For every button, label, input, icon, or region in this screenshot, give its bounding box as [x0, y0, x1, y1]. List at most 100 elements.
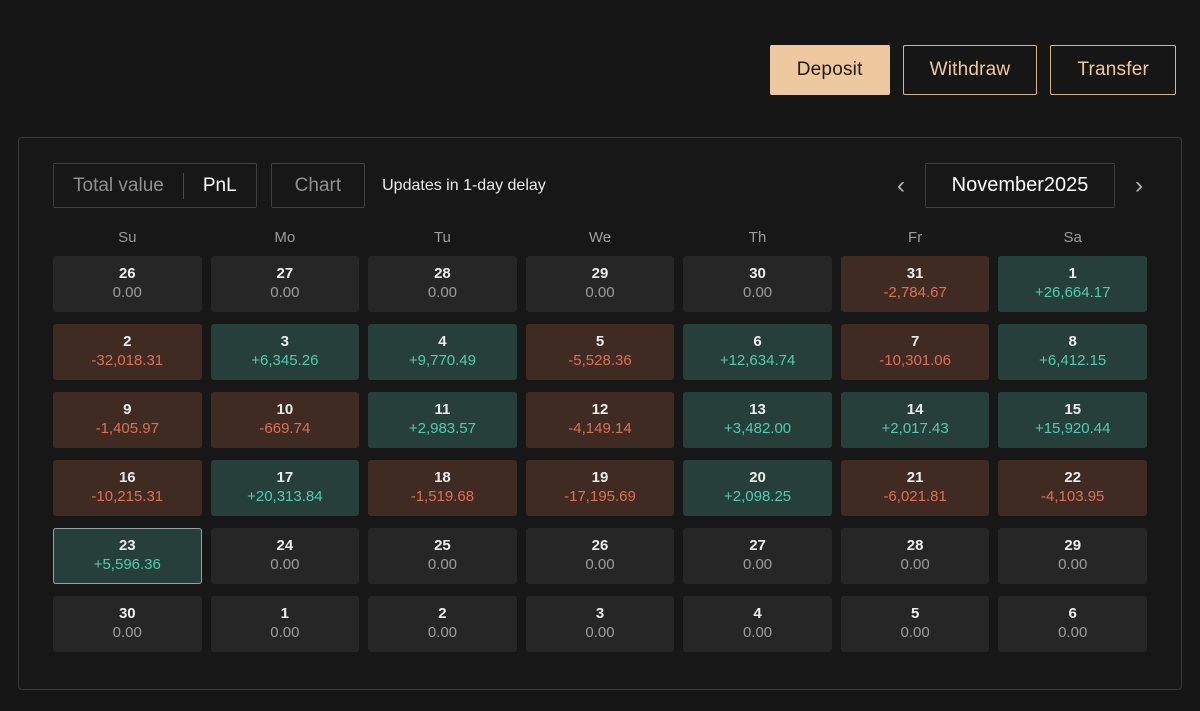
day-pnl-value: +9,770.49 [408, 352, 476, 370]
calendar-day-cell[interactable]: 3 +6,345.26 [210, 324, 360, 380]
panel-header: Total value PnL Chart Updates in 1-day d… [19, 138, 1181, 208]
calendar-day-cell[interactable]: 29 0.00 [525, 256, 675, 312]
calendar-day-cell[interactable]: 13 +3,482.00 [683, 392, 832, 448]
next-month-icon[interactable]: › [1135, 171, 1143, 199]
day-pnl-value: 0.00 [270, 624, 300, 642]
day-pnl-value: 0.00 [427, 624, 458, 642]
calendar-day-cell[interactable]: 27 0.00 [683, 528, 832, 584]
tab-chart[interactable]: Chart [270, 163, 366, 208]
calendar-day-cell[interactable]: 19 -17,195.69 [525, 460, 675, 516]
day-number: 25 [434, 536, 451, 554]
calendar-day-cell[interactable]: 30 0.00 [53, 596, 202, 652]
calendar-day-cell[interactable]: 21 -6,021.81 [840, 460, 990, 516]
calendar-day-cell[interactable]: 12 -4,149.14 [525, 392, 675, 448]
calendar-day-cell[interactable]: 16 -10,215.31 [53, 460, 202, 516]
tab-divider [182, 172, 184, 199]
day-number: 22 [1064, 468, 1082, 486]
calendar-day-cell[interactable]: 15 +15,920.44 [998, 392, 1147, 448]
calendar-day-cell[interactable]: 20 +2,098.25 [683, 460, 832, 516]
day-number: 15 [1064, 400, 1082, 418]
calendar-day-cell[interactable]: 11 +2,983.57 [368, 392, 517, 448]
day-pnl-value: +26,664.17 [1034, 284, 1111, 302]
calendar-day-cell[interactable]: 25 0.00 [368, 528, 517, 584]
calendar-day-cell[interactable]: 8 +6,412.15 [998, 324, 1147, 380]
day-pnl-value: 0.00 [585, 624, 615, 642]
weekday-label: Fr [908, 229, 923, 246]
calendar-day-cell[interactable]: 29 0.00 [998, 528, 1147, 584]
weekday-label: Th [748, 229, 767, 246]
day-number: 5 [910, 604, 920, 622]
day-number: 29 [591, 264, 609, 282]
withdraw-button[interactable]: Withdraw [902, 45, 1038, 95]
calendar-day-cell[interactable]: 28 0.00 [840, 528, 990, 584]
day-pnl-value: 0.00 [112, 624, 142, 642]
day-pnl-value: 0.00 [585, 556, 615, 574]
calendar-day-cell[interactable]: 5 -5,528.36 [525, 324, 675, 380]
calendar-grid: 26 0.00 27 0.00 28 0.00 29 0.00 30 0.00 31 -2,784.6… [19, 256, 1181, 652]
calendar-day-cell[interactable]: 3 0.00 [525, 596, 675, 652]
calendar-day-cell[interactable]: 4 +9,770.49 [368, 324, 517, 380]
prev-month-icon[interactable]: ‹ [897, 171, 905, 199]
calendar-day-cell[interactable]: 2 -32,018.31 [53, 324, 202, 380]
day-pnl-value: +2,017.43 [881, 420, 949, 438]
day-number: 20 [749, 468, 766, 486]
calendar-day-cell[interactable]: 17 +20,313.84 [210, 460, 360, 516]
calendar-day-cell[interactable]: 6 +12,634.74 [683, 324, 832, 380]
day-pnl-value: -4,149.14 [568, 420, 632, 438]
day-pnl-value: +5,596.36 [93, 556, 161, 574]
day-pnl-value: 0.00 [270, 556, 300, 574]
calendar-day-cell[interactable]: 7 -10,301.06 [840, 324, 990, 380]
tab-total-value[interactable]: Total value [73, 174, 164, 196]
day-pnl-value: 0.00 [1058, 556, 1088, 574]
calendar-day-cell[interactable]: 28 0.00 [368, 256, 517, 312]
day-pnl-value: +3,482.00 [723, 420, 792, 438]
calendar-day-cell[interactable]: 30 0.00 [683, 256, 832, 312]
month-selector[interactable]: November2025 [925, 163, 1115, 208]
day-number: 30 [749, 264, 766, 282]
day-pnl-value: -10,301.06 [879, 352, 951, 370]
calendar-day-cell[interactable]: 9 -1,405.97 [53, 392, 202, 448]
calendar-day-cell[interactable]: 6 0.00 [998, 596, 1147, 652]
update-delay-note: Updates in 1-day delay [382, 176, 546, 194]
weekday-label: Mo [274, 229, 296, 246]
day-pnl-value: 0.00 [427, 556, 458, 574]
day-pnl-value: +6,345.26 [251, 352, 319, 370]
day-pnl-value: 0.00 [1058, 624, 1088, 642]
calendar-day-cell[interactable]: 14 +2,017.43 [840, 392, 990, 448]
calendar-day-cell[interactable]: 4 0.00 [683, 596, 832, 652]
tab-pnl[interactable]: PnL [202, 174, 237, 196]
day-number: 26 [591, 536, 609, 554]
day-number: 30 [118, 604, 136, 622]
day-pnl-value: -6,021.81 [883, 488, 947, 506]
calendar-day-cell[interactable]: 24 0.00 [210, 528, 360, 584]
calendar-day-cell[interactable]: 27 0.00 [210, 256, 360, 312]
day-number: 31 [906, 264, 924, 282]
calendar-day-cell[interactable]: 2 0.00 [368, 596, 517, 652]
day-number: 14 [906, 400, 924, 418]
day-number: 29 [1064, 536, 1082, 554]
day-pnl-value: -1,519.68 [410, 488, 475, 506]
day-number: 16 [118, 468, 136, 486]
day-number: 9 [123, 400, 132, 418]
calendar-day-cell[interactable]: 1 0.00 [210, 596, 360, 652]
calendar-day-cell[interactable]: 22 -4,103.95 [998, 460, 1147, 516]
day-number: 6 [753, 332, 762, 350]
day-number: 28 [906, 536, 924, 554]
calendar-day-cell[interactable]: 31 -2,784.67 [840, 256, 990, 312]
day-number: 11 [434, 400, 451, 418]
calendar-day-cell[interactable]: 23 +5,596.36 [53, 528, 202, 584]
calendar-day-cell[interactable]: 26 0.00 [525, 528, 675, 584]
day-pnl-value: +6,412.15 [1039, 352, 1107, 370]
calendar-day-cell[interactable]: 1 +26,664.17 [998, 256, 1147, 312]
weekday-row: Su Mo Tu We Th Fr Sa [19, 229, 1181, 256]
calendar-day-cell[interactable]: 18 -1,519.68 [368, 460, 517, 516]
day-number: 28 [434, 264, 451, 282]
calendar-day-cell[interactable]: 26 0.00 [53, 256, 202, 312]
transfer-button[interactable]: Transfer [1050, 45, 1176, 95]
calendar-day-cell[interactable]: 10 -669.74 [210, 392, 360, 448]
day-pnl-value: +15,920.44 [1034, 420, 1111, 438]
calendar-day-cell[interactable]: 5 0.00 [840, 596, 990, 652]
day-number: 7 [910, 332, 920, 350]
deposit-button[interactable]: Deposit [769, 45, 890, 95]
weekday-label: Su [118, 229, 137, 246]
